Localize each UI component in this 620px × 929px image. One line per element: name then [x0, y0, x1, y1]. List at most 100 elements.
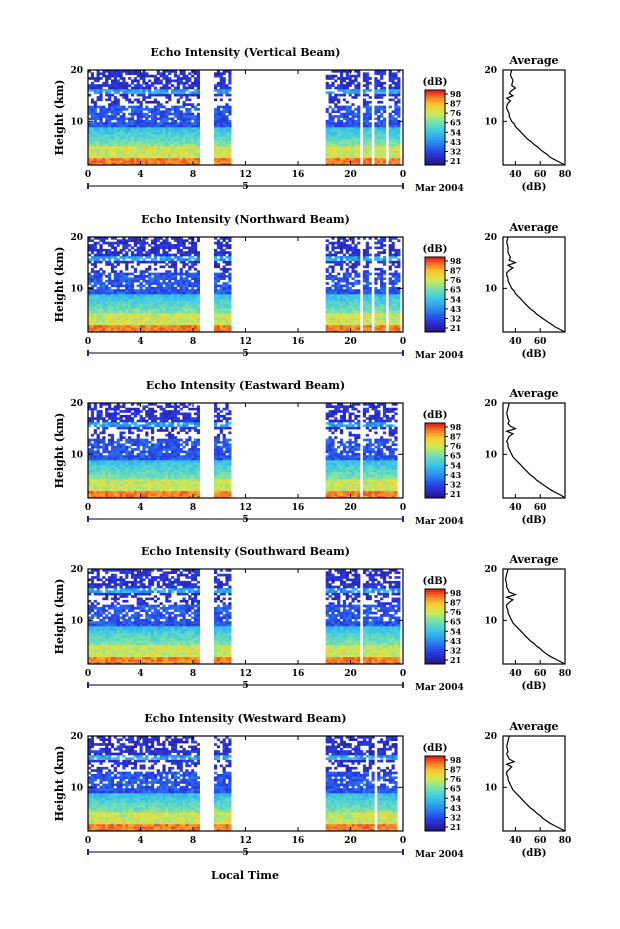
heatmap-cell — [159, 89, 163, 92]
heatmap-cell — [351, 134, 355, 137]
heatmap-cell — [348, 112, 352, 116]
heatmap-cell — [119, 110, 123, 114]
heatmap-cell — [377, 134, 381, 137]
heatmap-cell — [162, 77, 166, 80]
heatmap-cell — [340, 320, 344, 323]
heatmap-cell — [122, 277, 126, 281]
heatmap-cell — [182, 117, 186, 121]
heatmap-cell — [357, 105, 361, 109]
heatmap-cell — [113, 284, 117, 288]
heatmap-cell — [193, 282, 198, 285]
heatmap-cell — [110, 488, 115, 492]
heatmap-cell — [159, 272, 163, 276]
heatmap-cell — [99, 105, 103, 109]
heatmap-cell — [219, 124, 223, 128]
heatmap-cell — [110, 282, 115, 285]
heatmap-cell — [368, 134, 372, 137]
heatmap-cell — [110, 296, 115, 300]
heatmap-cell — [139, 150, 143, 154]
heatmap-cell — [214, 138, 218, 142]
heatmap-cell — [222, 127, 226, 130]
heatmap-cell — [394, 248, 398, 252]
heatmap-cell — [219, 310, 223, 314]
heatmap-cell — [391, 322, 395, 326]
heatmap-cell — [96, 481, 100, 485]
heatmap-cell — [96, 457, 100, 461]
heatmap-cell — [165, 277, 169, 281]
heatmap-cell — [377, 122, 381, 125]
heatmap-cell — [102, 476, 106, 480]
heatmap-cell — [397, 131, 401, 135]
heatmap-cell — [93, 322, 97, 326]
heatmap-cell — [99, 93, 103, 97]
heatmap-cell — [185, 150, 189, 154]
heatmap-cell — [108, 272, 112, 276]
colorbar-segment — [425, 135, 445, 138]
heatmap-cell — [337, 77, 341, 80]
heatmap-cell — [110, 322, 115, 326]
colorbar-segment — [425, 112, 445, 116]
heatmap-cell — [368, 315, 372, 319]
heatmap-cell — [96, 296, 100, 300]
heatmap-cell — [328, 134, 332, 137]
heatmap-cell — [125, 155, 129, 159]
heatmap-cell — [159, 141, 163, 144]
heatmap-cell — [219, 237, 223, 240]
heatmap-cell — [116, 303, 120, 307]
heatmap-cell — [102, 320, 106, 323]
heatmap-cell — [397, 310, 401, 314]
heatmap-cell — [382, 270, 387, 273]
heatmap-cell — [380, 277, 384, 281]
heatmap-cell — [348, 157, 352, 161]
heatmap-cell — [136, 89, 140, 92]
heatmap-cell — [191, 294, 195, 297]
heatmap-cell — [382, 277, 387, 281]
heatmap-cell — [196, 315, 200, 319]
heatmap-cell — [354, 131, 358, 135]
heatmap-cell — [216, 84, 221, 87]
heatmap-cell — [145, 115, 149, 118]
heatmap-cell — [351, 124, 355, 128]
heatmap-cell — [368, 153, 372, 156]
heatmap-cell — [342, 160, 347, 163]
heatmap-cell — [191, 305, 195, 309]
heatmap-cell — [380, 115, 384, 118]
heatmap-cell — [90, 251, 95, 254]
heatmap-cell — [351, 308, 355, 311]
heatmap-cell — [136, 260, 140, 264]
heatmap-cell — [219, 136, 223, 140]
heatmap-cell — [362, 253, 367, 257]
profile-x-tick-label: 40 — [509, 337, 522, 347]
heatmap-cell — [219, 272, 223, 276]
heatmap-cell — [130, 327, 135, 330]
heatmap-cell — [113, 471, 117, 475]
heatmap-cell — [90, 462, 95, 466]
colorbar-segment — [425, 110, 445, 113]
heatmap-cell — [340, 286, 344, 290]
heatmap-cell — [162, 124, 166, 128]
heatmap-cell — [342, 131, 347, 135]
heatmap-cell — [171, 146, 175, 149]
heatmap-cell — [110, 141, 115, 144]
heatmap-cell — [105, 474, 109, 477]
heatmap-cell — [130, 251, 135, 254]
heatmap-cell — [191, 146, 195, 149]
heatmap-cell — [96, 138, 100, 142]
heatmap-cell — [116, 79, 120, 83]
heatmap-cell — [159, 74, 163, 78]
heatmap-cell — [162, 138, 166, 142]
heatmap-cell — [191, 301, 195, 304]
heatmap-cell — [159, 86, 163, 90]
heatmap-cell — [105, 412, 109, 416]
heatmap-cell — [151, 131, 155, 135]
heatmap-cell — [156, 298, 160, 302]
heatmap-cell — [219, 329, 223, 333]
heatmap-cell — [397, 303, 401, 307]
heatmap-cell — [345, 286, 349, 290]
heatmap-cell — [377, 136, 381, 140]
heatmap-cell — [139, 86, 143, 90]
heatmap-cell — [153, 237, 158, 240]
heatmap-cell — [99, 486, 103, 489]
heatmap-cell — [148, 298, 152, 302]
heatmap-cell — [125, 277, 129, 281]
